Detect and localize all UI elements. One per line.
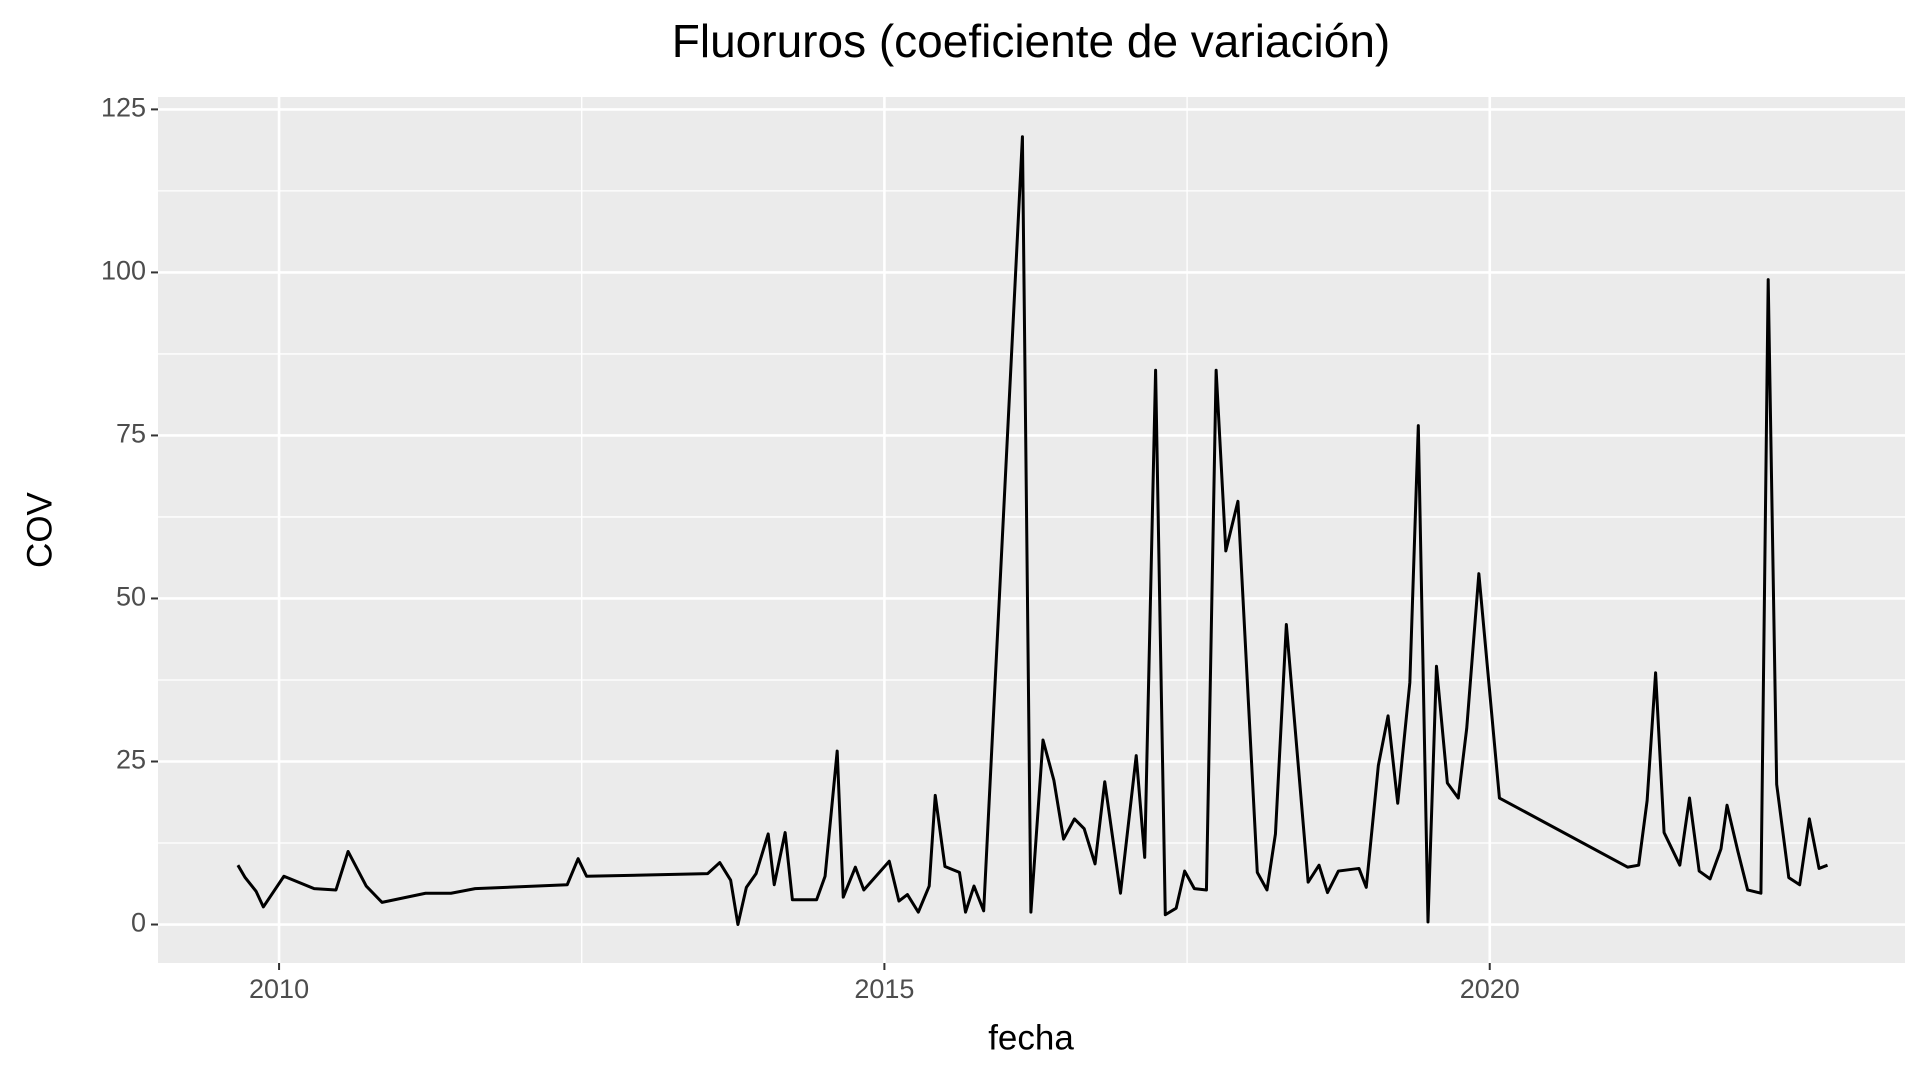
y-axis-title: COV [20, 491, 59, 568]
y-tick-label: 25 [116, 745, 146, 775]
panel [158, 97, 1905, 963]
x-tick-label: 2010 [249, 974, 309, 1004]
y-tick-label: 125 [101, 93, 146, 123]
y-tick-label: 100 [101, 256, 146, 286]
y-tick-label: 50 [116, 582, 146, 612]
x-tick-label: 2015 [854, 974, 914, 1004]
x-axis-title: fecha [988, 1018, 1074, 1057]
x-tick-label: 2020 [1460, 974, 1520, 1004]
line [236, 135, 1829, 927]
y-tick-label: 0 [131, 908, 146, 938]
y-tick-label: 75 [116, 419, 146, 449]
chart-title: Fluoruros (coeficiente de variación) [672, 15, 1390, 67]
